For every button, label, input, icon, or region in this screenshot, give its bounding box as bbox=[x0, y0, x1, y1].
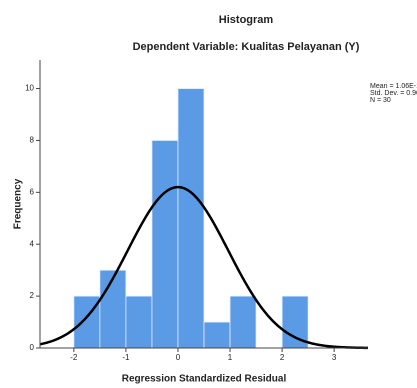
stat-label: N = 30 bbox=[370, 97, 391, 104]
x-tick-label: 3 bbox=[332, 353, 337, 362]
y-axis-title: Frequency bbox=[13, 178, 24, 229]
x-tick-label: -1 bbox=[122, 353, 130, 362]
chart-subtitle: Dependent Variable: Kualitas Pelayanan (… bbox=[133, 41, 360, 53]
x-tick-label: -2 bbox=[70, 353, 78, 362]
bar bbox=[99, 269, 127, 349]
x-axis-title: Regression Standardized Residual bbox=[122, 374, 287, 385]
normal-curve bbox=[39, 185, 369, 350]
y-tick-label: 10 bbox=[25, 84, 34, 93]
bar bbox=[281, 295, 309, 349]
y-tick-label: 4 bbox=[30, 239, 35, 248]
bar bbox=[203, 321, 231, 349]
chart-title: Histogram bbox=[219, 14, 274, 26]
x-tick-label: 0 bbox=[176, 353, 181, 362]
bar bbox=[177, 88, 205, 349]
y-tick-label: 0 bbox=[30, 343, 35, 352]
bar bbox=[125, 295, 153, 349]
y-tick-label: 2 bbox=[30, 291, 35, 300]
y-tick-label: 8 bbox=[30, 136, 35, 145]
x-tick-label: 1 bbox=[228, 353, 233, 362]
x-tick-label: 2 bbox=[280, 353, 285, 362]
stat-label: Std. Dev. = 0.965 bbox=[370, 90, 417, 97]
bar bbox=[151, 140, 179, 349]
bar bbox=[229, 295, 257, 349]
stat-label: Mean = 1.06E-15 bbox=[370, 83, 417, 90]
y-tick-label: 6 bbox=[30, 187, 35, 196]
